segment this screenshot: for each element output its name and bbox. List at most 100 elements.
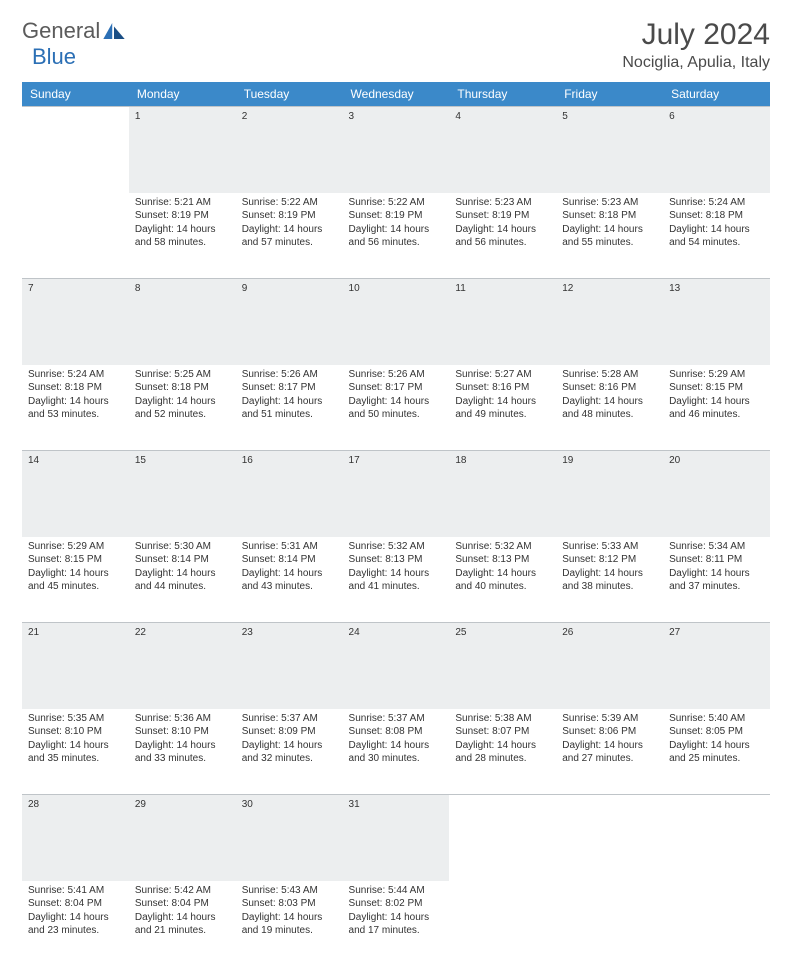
cell-line-sunset: Sunset: 8:15 PM: [669, 381, 764, 395]
cell-line-sunset: Sunset: 8:06 PM: [562, 725, 657, 739]
cell-line-day1: Daylight: 14 hours: [455, 395, 550, 409]
cell-line-sunset: Sunset: 8:13 PM: [349, 553, 444, 567]
cell-line-sunset: Sunset: 8:11 PM: [669, 553, 764, 567]
cell-line-day1: Daylight: 14 hours: [242, 911, 337, 925]
cell-line-sunrise: Sunrise: 5:34 AM: [669, 540, 764, 554]
day-number: 19: [556, 451, 663, 537]
day-number: 8: [129, 279, 236, 365]
cell-line-day1: Daylight: 14 hours: [242, 739, 337, 753]
day-cell: Sunrise: 5:35 AMSunset: 8:10 PMDaylight:…: [22, 709, 129, 795]
day-cell: Sunrise: 5:25 AMSunset: 8:18 PMDaylight:…: [129, 365, 236, 451]
cell-line-sunrise: Sunrise: 5:24 AM: [669, 196, 764, 210]
title-block: July 2024 Nociglia, Apulia, Italy: [622, 18, 770, 72]
weekday-header: Tuesday: [236, 82, 343, 107]
cell-line-sunset: Sunset: 8:17 PM: [349, 381, 444, 395]
cell-line-sunrise: Sunrise: 5:38 AM: [455, 712, 550, 726]
day-number: 27: [663, 623, 770, 709]
cell-line-sunset: Sunset: 8:16 PM: [455, 381, 550, 395]
cell-line-day2: and 38 minutes.: [562, 580, 657, 594]
cell-line-day1: Daylight: 14 hours: [28, 395, 123, 409]
cell-line-sunrise: Sunrise: 5:41 AM: [28, 884, 123, 898]
day-number: 13: [663, 279, 770, 365]
cell-line-day1: Daylight: 14 hours: [669, 223, 764, 237]
day-number: 3: [343, 107, 450, 193]
day-cell: [449, 881, 556, 967]
cell-line-day2: and 58 minutes.: [135, 236, 230, 250]
day-cell: Sunrise: 5:26 AMSunset: 8:17 PMDaylight:…: [236, 365, 343, 451]
cell-line-day1: Daylight: 14 hours: [242, 395, 337, 409]
cell-line-sunset: Sunset: 8:18 PM: [669, 209, 764, 223]
day-number: 31: [343, 795, 450, 881]
day-cell: Sunrise: 5:27 AMSunset: 8:16 PMDaylight:…: [449, 365, 556, 451]
cell-line-day1: Daylight: 14 hours: [242, 567, 337, 581]
logo: General: [22, 18, 127, 44]
cell-line-day2: and 54 minutes.: [669, 236, 764, 250]
daynum-row: 78910111213: [22, 279, 770, 365]
day-cell: Sunrise: 5:34 AMSunset: 8:11 PMDaylight:…: [663, 537, 770, 623]
day-cell: [663, 881, 770, 967]
cell-line-day1: Daylight: 14 hours: [669, 739, 764, 753]
cell-line-day1: Daylight: 14 hours: [135, 911, 230, 925]
cell-line-day1: Daylight: 14 hours: [242, 223, 337, 237]
cell-line-day2: and 25 minutes.: [669, 752, 764, 766]
cell-line-day2: and 21 minutes.: [135, 924, 230, 938]
cell-line-day1: Daylight: 14 hours: [135, 739, 230, 753]
day-cell: Sunrise: 5:39 AMSunset: 8:06 PMDaylight:…: [556, 709, 663, 795]
cell-line-day2: and 30 minutes.: [349, 752, 444, 766]
cell-line-sunrise: Sunrise: 5:24 AM: [28, 368, 123, 382]
cell-line-day1: Daylight: 14 hours: [349, 223, 444, 237]
cell-line-day2: and 43 minutes.: [242, 580, 337, 594]
cell-line-sunrise: Sunrise: 5:29 AM: [669, 368, 764, 382]
cell-line-sunset: Sunset: 8:08 PM: [349, 725, 444, 739]
day-cell: Sunrise: 5:29 AMSunset: 8:15 PMDaylight:…: [663, 365, 770, 451]
day-cell: Sunrise: 5:38 AMSunset: 8:07 PMDaylight:…: [449, 709, 556, 795]
cell-line-sunset: Sunset: 8:19 PM: [135, 209, 230, 223]
day-number: 23: [236, 623, 343, 709]
daynum-row: 28293031: [22, 795, 770, 881]
day-number: 18: [449, 451, 556, 537]
cell-line-sunset: Sunset: 8:17 PM: [242, 381, 337, 395]
daynum-row: 123456: [22, 107, 770, 193]
cell-line-sunset: Sunset: 8:13 PM: [455, 553, 550, 567]
day-cell: Sunrise: 5:26 AMSunset: 8:17 PMDaylight:…: [343, 365, 450, 451]
day-number: 14: [22, 451, 129, 537]
cell-line-sunrise: Sunrise: 5:21 AM: [135, 196, 230, 210]
cell-line-sunset: Sunset: 8:10 PM: [28, 725, 123, 739]
weekday-header: Friday: [556, 82, 663, 107]
day-number: 15: [129, 451, 236, 537]
day-number: 7: [22, 279, 129, 365]
day-cell: Sunrise: 5:36 AMSunset: 8:10 PMDaylight:…: [129, 709, 236, 795]
cell-line-sunrise: Sunrise: 5:22 AM: [242, 196, 337, 210]
day-cell: Sunrise: 5:24 AMSunset: 8:18 PMDaylight:…: [663, 193, 770, 279]
day-number: 9: [236, 279, 343, 365]
cell-line-sunrise: Sunrise: 5:36 AM: [135, 712, 230, 726]
cell-line-day2: and 27 minutes.: [562, 752, 657, 766]
cell-line-sunset: Sunset: 8:04 PM: [28, 897, 123, 911]
day-cell: Sunrise: 5:30 AMSunset: 8:14 PMDaylight:…: [129, 537, 236, 623]
cell-line-sunset: Sunset: 8:10 PM: [135, 725, 230, 739]
cell-line-sunrise: Sunrise: 5:43 AM: [242, 884, 337, 898]
day-cell: Sunrise: 5:43 AMSunset: 8:03 PMDaylight:…: [236, 881, 343, 967]
cell-line-sunset: Sunset: 8:07 PM: [455, 725, 550, 739]
content-row: Sunrise: 5:21 AMSunset: 8:19 PMDaylight:…: [22, 193, 770, 279]
cell-line-sunset: Sunset: 8:02 PM: [349, 897, 444, 911]
day-number: 28: [22, 795, 129, 881]
cell-line-sunrise: Sunrise: 5:26 AM: [349, 368, 444, 382]
day-cell: Sunrise: 5:32 AMSunset: 8:13 PMDaylight:…: [449, 537, 556, 623]
day-cell: Sunrise: 5:40 AMSunset: 8:05 PMDaylight:…: [663, 709, 770, 795]
cell-line-sunrise: Sunrise: 5:25 AM: [135, 368, 230, 382]
content-row: Sunrise: 5:29 AMSunset: 8:15 PMDaylight:…: [22, 537, 770, 623]
cell-line-sunrise: Sunrise: 5:27 AM: [455, 368, 550, 382]
cell-line-sunrise: Sunrise: 5:40 AM: [669, 712, 764, 726]
day-number: 10: [343, 279, 450, 365]
day-cell: [556, 881, 663, 967]
cell-line-day2: and 19 minutes.: [242, 924, 337, 938]
cell-line-day2: and 57 minutes.: [242, 236, 337, 250]
cell-line-sunrise: Sunrise: 5:22 AM: [349, 196, 444, 210]
logo-text-gray: General: [22, 18, 100, 44]
cell-line-day2: and 51 minutes.: [242, 408, 337, 422]
cell-line-day1: Daylight: 14 hours: [349, 395, 444, 409]
day-number: [556, 795, 663, 881]
day-number: 1: [129, 107, 236, 193]
cell-line-day1: Daylight: 14 hours: [135, 223, 230, 237]
